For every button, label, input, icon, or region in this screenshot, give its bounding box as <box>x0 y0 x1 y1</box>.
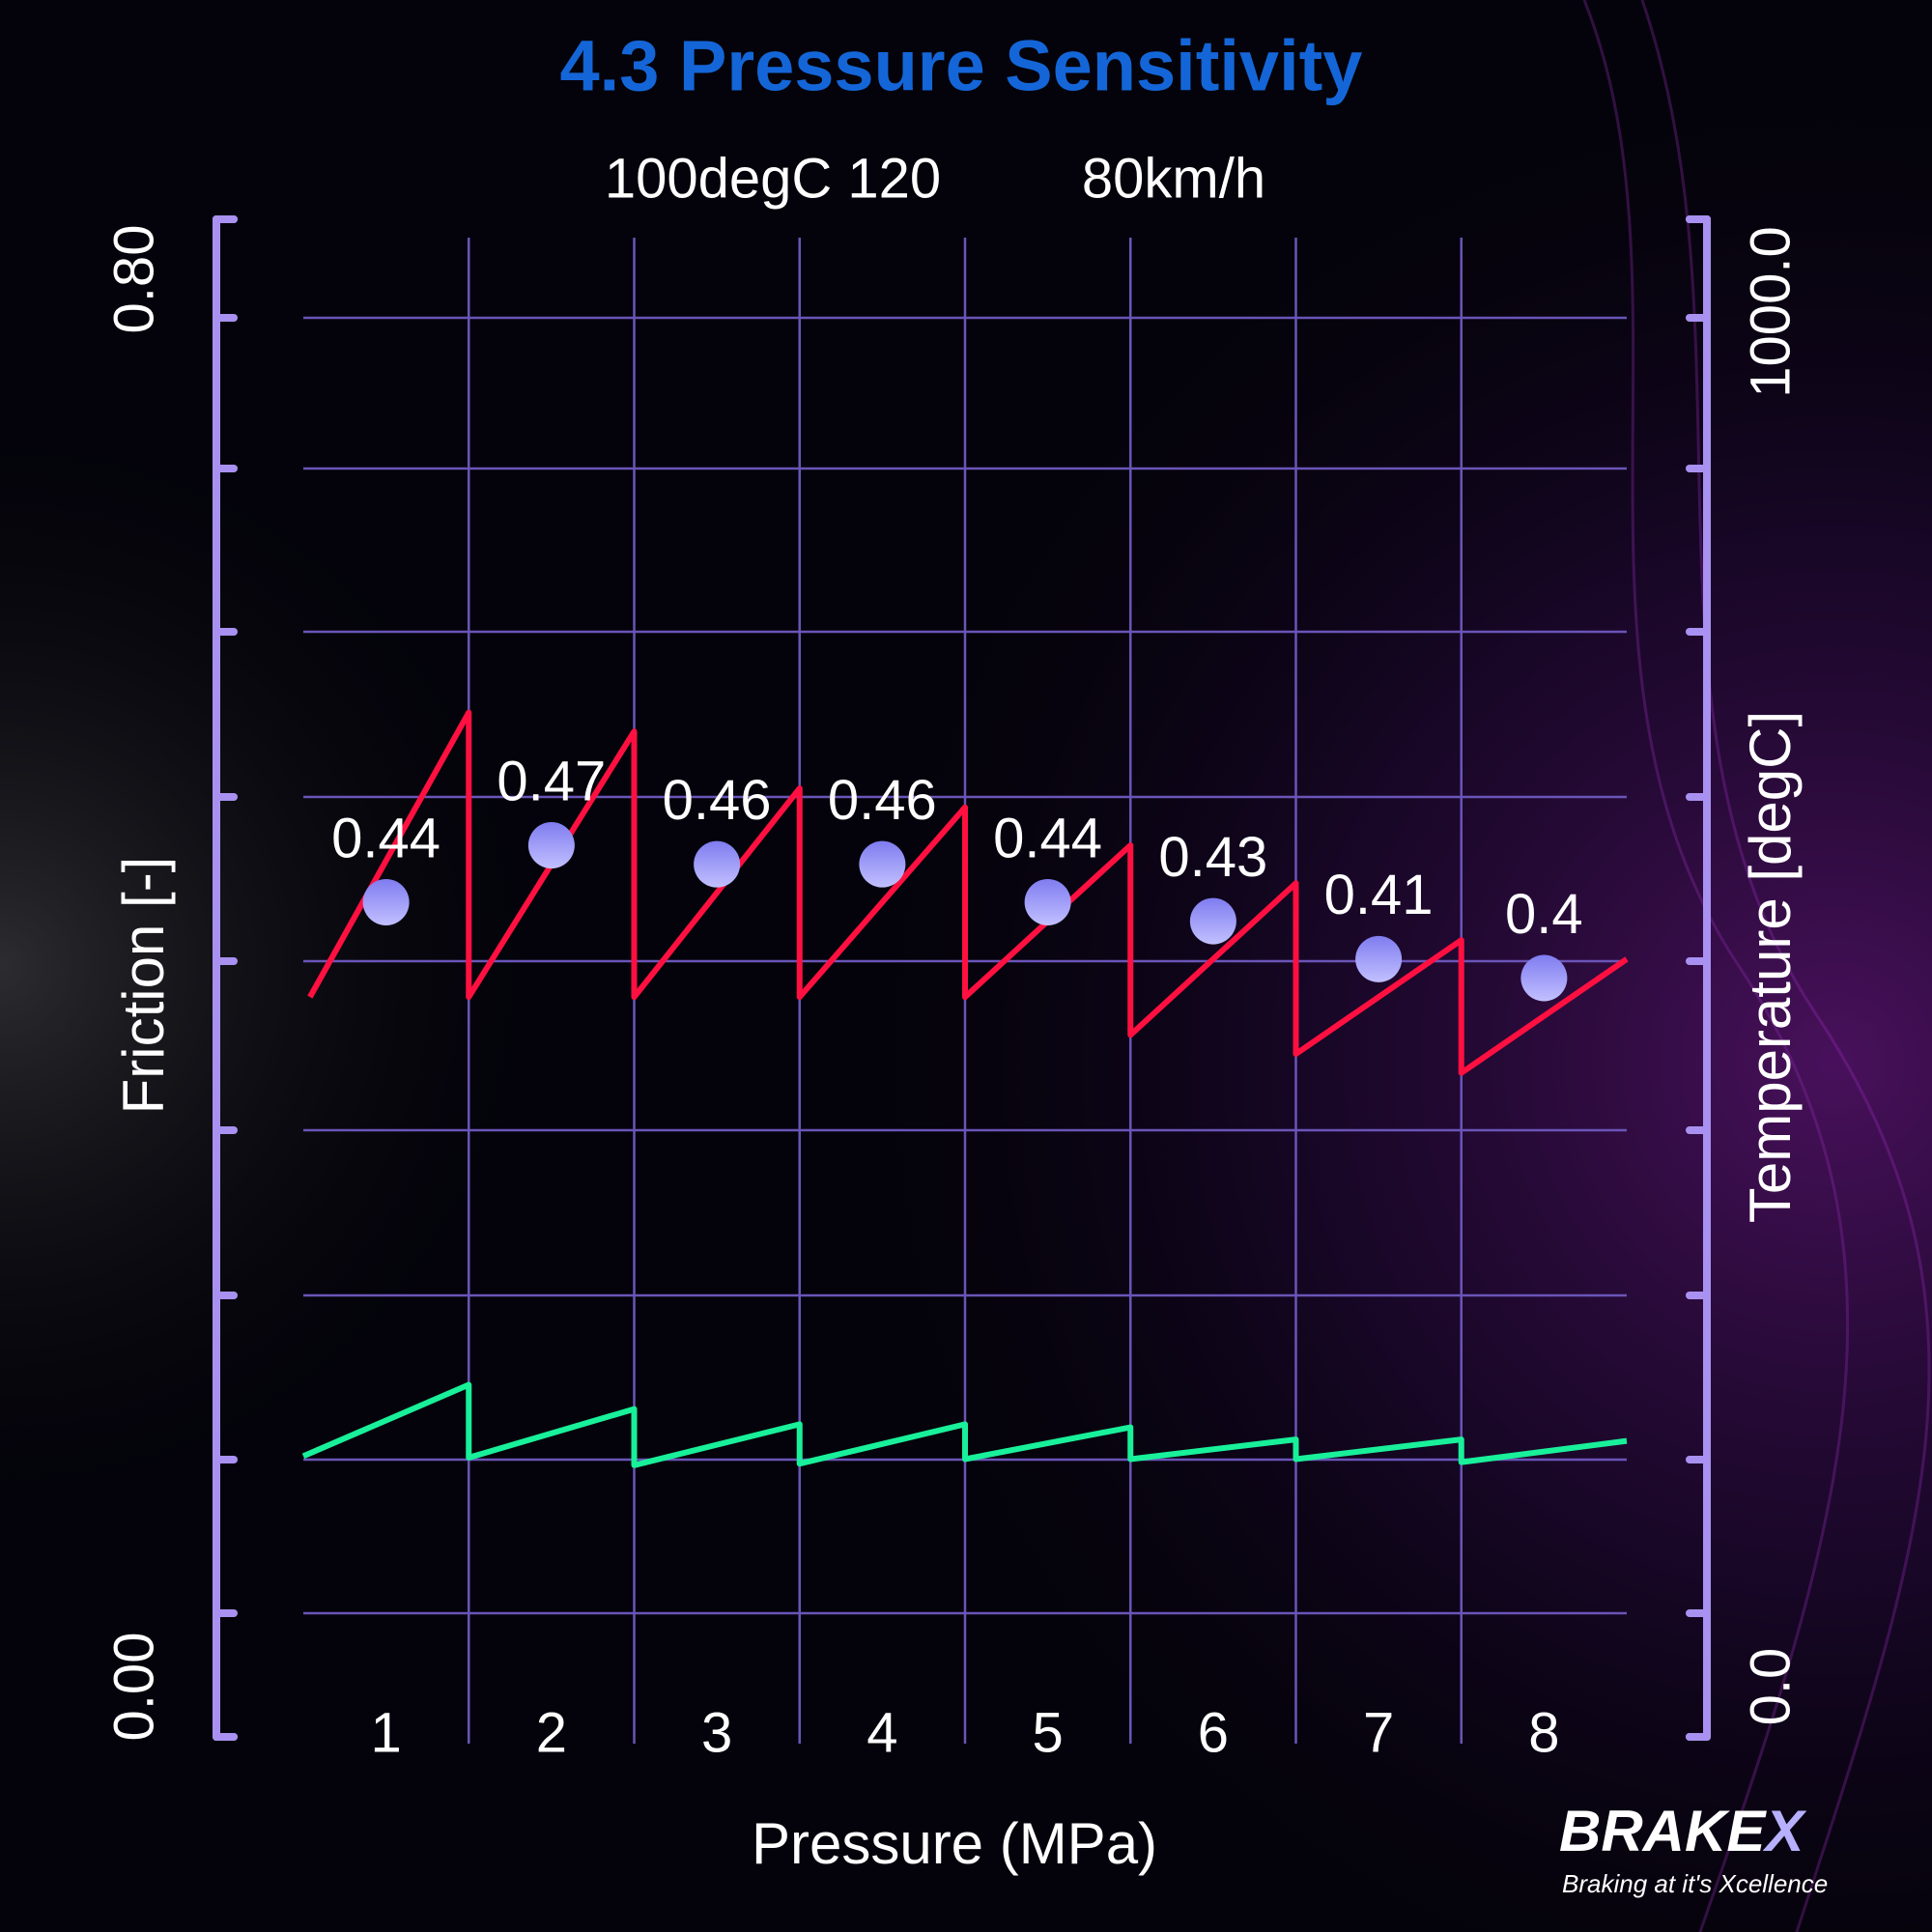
y-tick-label: 0.00 <box>102 1633 165 1742</box>
data-point <box>1024 878 1071 925</box>
data-label: 0.46 <box>828 769 937 832</box>
chart-subtitle: 100degC 120 <box>605 147 941 210</box>
data-label: 0.47 <box>497 750 606 812</box>
logo-mark: X <box>1762 1799 1807 1863</box>
logo: BRAKEX <box>1559 1799 1807 1863</box>
x-tick-label: 5 <box>1032 1701 1063 1764</box>
x-tick-label: 4 <box>867 1701 897 1764</box>
y2-tick-label: 1000.0 <box>1739 226 1802 397</box>
data-label: 0.44 <box>993 807 1102 869</box>
x-tick-label: 2 <box>536 1701 567 1764</box>
data-point <box>1520 954 1568 1002</box>
y2-axis-title: Temperature [degC] <box>1738 711 1803 1223</box>
data-point <box>859 840 906 888</box>
chart-title: 4.3 Pressure Sensitivity <box>560 26 1363 106</box>
data-label: 0.43 <box>1158 826 1267 889</box>
logo-tagline: Braking at it's Xcellence <box>1562 1869 1828 1898</box>
data-label: 0.4 <box>1505 883 1583 946</box>
x-tick-label: 7 <box>1363 1701 1394 1764</box>
data-point <box>362 878 410 925</box>
data-label: 0.44 <box>331 807 440 869</box>
y-axis-title: Friction [-] <box>111 857 176 1115</box>
x-tick-label: 1 <box>370 1701 401 1764</box>
chart-subtitle: 80km/h <box>1082 147 1265 210</box>
data-point <box>1189 897 1236 945</box>
y-tick-label: 0.80 <box>102 225 165 334</box>
logo-text: BRAKE <box>1559 1799 1767 1863</box>
y2-tick-label: 0.0 <box>1739 1648 1802 1726</box>
line-trace <box>301 1381 1628 1468</box>
x-tick-label: 8 <box>1528 1701 1559 1764</box>
data-point <box>1355 935 1403 982</box>
x-tick-label: 3 <box>701 1701 732 1764</box>
x-tick-label: 6 <box>1198 1701 1229 1764</box>
decor-swirl <box>1582 0 1850 1932</box>
data-point <box>527 822 575 869</box>
data-label: 0.46 <box>663 769 772 832</box>
x-axis-title: Pressure (MPa) <box>752 1811 1157 1876</box>
data-point <box>694 840 741 888</box>
data-label: 0.41 <box>1324 864 1434 926</box>
decor-swirl <box>1640 0 1931 1932</box>
